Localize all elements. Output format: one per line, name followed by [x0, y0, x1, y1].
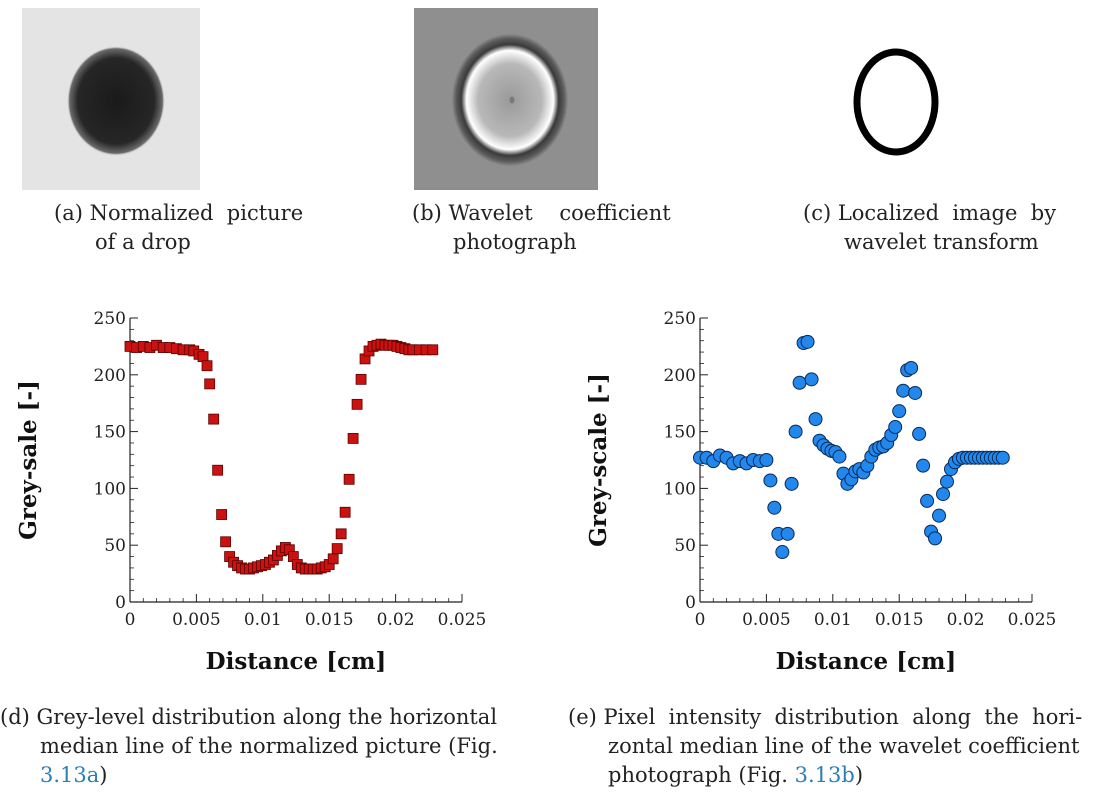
- caption-c: (c) Localized image by wavelet transform: [803, 199, 1056, 257]
- x-tick-label: 0.015: [875, 610, 924, 630]
- caption-d-line2: median line of the normalized picture (F…: [40, 734, 498, 758]
- data-point: [339, 506, 351, 518]
- y-tick-label: 250: [664, 309, 696, 329]
- data-point: [800, 334, 815, 349]
- data-point: [916, 458, 931, 473]
- data-point: [212, 464, 224, 476]
- data-point: [784, 476, 799, 491]
- caption-b-line1: (b) Wavelet coefficient: [412, 201, 671, 225]
- caption-e-line1: (e) Pixel intensity distribution along t…: [568, 705, 1083, 729]
- chart-grey-level: 0 50 100 150 200 250 0 0.005 0.01 0.015 0.02 0.025 D…: [15, 309, 487, 675]
- caption-e-line2: zontal median line of the wavelet coeffi…: [608, 734, 1080, 758]
- y-axis-title: Grey-sale [-]: [15, 380, 42, 540]
- data-point: [201, 360, 213, 372]
- x-tick-label: 0.025: [1008, 610, 1057, 630]
- data-point: [355, 373, 367, 385]
- data-point: [832, 449, 847, 464]
- caption-e-line3: photograph (Fig. 3.13b): [568, 761, 1114, 790]
- y-tick-label: 150: [94, 423, 126, 443]
- y-tick-label: 0: [115, 593, 126, 613]
- series-markers: [693, 334, 1010, 560]
- data-point: [767, 500, 782, 515]
- data-point: [804, 372, 819, 387]
- caption-d-line3: 3.13a): [0, 761, 520, 790]
- data-point: [808, 412, 823, 427]
- y-tick-label: 50: [104, 536, 126, 556]
- chart-pixel-intensity: 0 50 100 150 200 250 0 0.005 0.01 0.015 0.02 0.025 D…: [585, 309, 1057, 675]
- x-tick-label: 0.02: [947, 610, 985, 630]
- data-point: [220, 536, 232, 548]
- data-point: [920, 493, 935, 508]
- data-point: [904, 360, 919, 375]
- x-axis-title: Distance [cm]: [206, 648, 387, 675]
- x-tick-label: 0.01: [244, 610, 282, 630]
- x-tick-label: 0.005: [742, 610, 791, 630]
- caption-e-close: ): [854, 763, 864, 787]
- data-point: [775, 545, 790, 560]
- x-tick-label: 0.005: [172, 610, 221, 630]
- caption-d-close: ): [99, 763, 108, 787]
- data-point: [331, 543, 343, 555]
- y-tick-label: 0: [685, 593, 696, 613]
- figure-ref-3-13b[interactable]: 3.13b: [794, 763, 855, 787]
- caption-c-line2: wavelet transform: [844, 230, 1039, 254]
- data-point: [343, 473, 355, 485]
- x-tick-label: 0.01: [814, 610, 852, 630]
- data-point: [335, 528, 347, 540]
- series-markers: [124, 338, 439, 575]
- caption-b: (b) Wavelet coefficient photograph: [412, 199, 671, 257]
- data-point: [216, 509, 228, 520]
- data-point: [928, 531, 943, 546]
- data-point: [347, 433, 359, 444]
- wavelet-coefficient-image: [414, 8, 598, 190]
- data-point: [940, 474, 955, 489]
- data-point: [912, 426, 927, 441]
- data-point: [208, 413, 220, 425]
- x-tick-label: 0: [125, 610, 136, 630]
- data-point: [788, 424, 803, 439]
- caption-d-line1: (d) Grey-level distribution along the ho…: [0, 705, 498, 729]
- data-point: [896, 383, 911, 398]
- figure-ref-3-13a[interactable]: 3.13a: [40, 763, 100, 787]
- y-axis-title: Grey-scale [-]: [585, 373, 612, 547]
- localized-contour-image: [853, 48, 939, 156]
- data-point: [995, 450, 1010, 465]
- normalized-drop-image: [22, 8, 200, 190]
- x-tick-label: 0.02: [377, 610, 415, 630]
- y-tick-label: 200: [664, 366, 696, 386]
- data-point: [759, 453, 774, 467]
- y-tick-label: 100: [664, 479, 696, 499]
- data-point: [427, 344, 439, 356]
- data-point: [936, 487, 951, 502]
- data-point: [892, 404, 907, 419]
- data-point: [204, 378, 216, 390]
- data-point: [888, 420, 903, 435]
- data-point: [763, 473, 778, 488]
- caption-d: (d) Grey-level distribution along the ho…: [0, 703, 520, 790]
- data-point: [908, 385, 923, 400]
- y-tick-label: 200: [94, 366, 126, 386]
- x-tick-label: 0.015: [305, 610, 354, 630]
- caption-a-line2: of a drop: [95, 230, 191, 254]
- x-axis-title: Distance [cm]: [776, 648, 957, 675]
- data-point: [351, 398, 363, 410]
- y-tick-label: 50: [674, 536, 696, 556]
- caption-e-pre: photograph (Fig.: [608, 763, 795, 787]
- caption-a-line1: (a) Normalized picture: [54, 201, 304, 225]
- data-point: [197, 351, 209, 363]
- y-tick-label: 250: [94, 309, 126, 329]
- caption-a: (a) Normalized picture of a drop: [54, 199, 303, 257]
- caption-b-line2: photograph: [453, 230, 577, 254]
- data-point: [327, 553, 339, 565]
- y-tick-label: 150: [664, 423, 696, 443]
- chart-frame: [129, 318, 462, 603]
- caption-e: (e) Pixel intensity distribution along t…: [568, 703, 1114, 790]
- data-point: [792, 375, 807, 390]
- x-tick-label: 0.025: [438, 610, 487, 630]
- x-tick-label: 0: [695, 610, 706, 630]
- data-point: [780, 526, 795, 541]
- caption-c-line1: (c) Localized image by: [803, 201, 1057, 225]
- data-point: [932, 508, 947, 523]
- y-tick-label: 100: [94, 479, 126, 499]
